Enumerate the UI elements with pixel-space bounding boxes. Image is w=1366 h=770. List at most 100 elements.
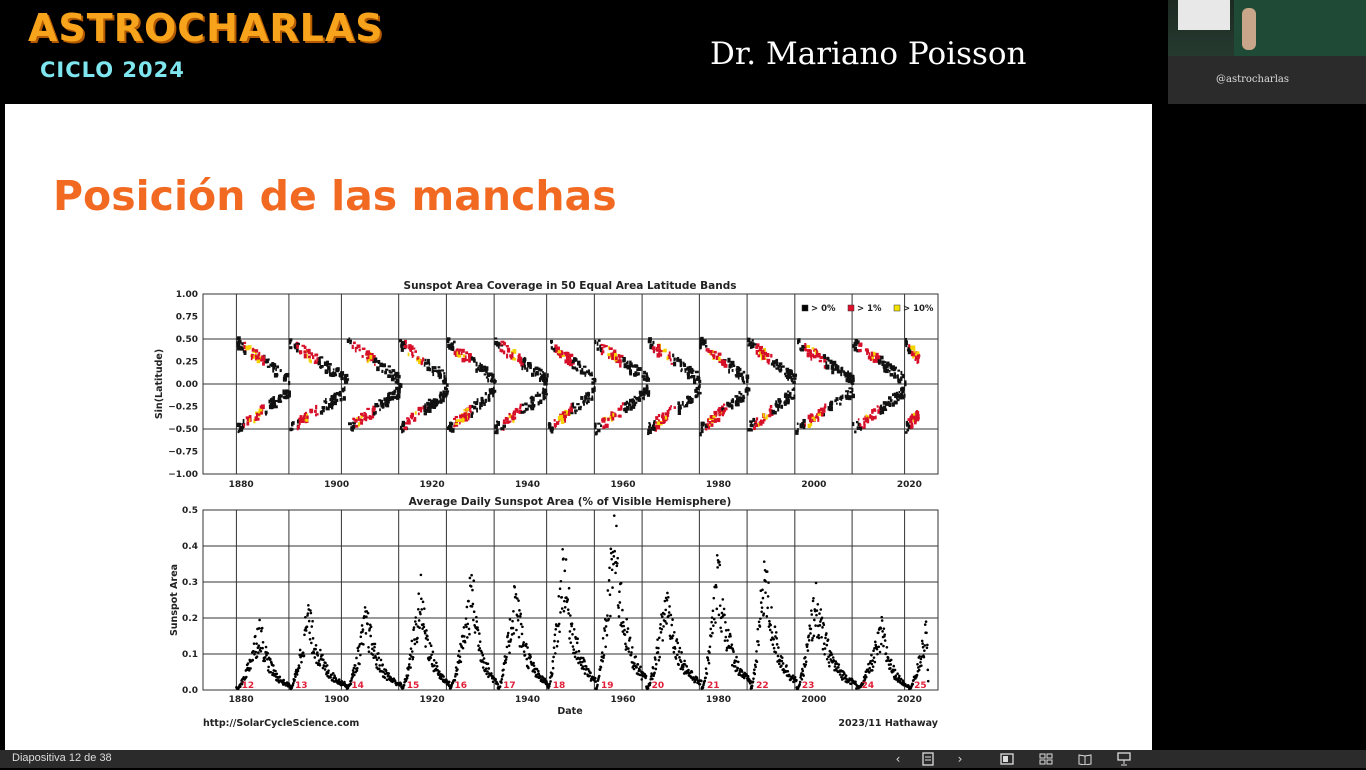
butterfly-mark — [587, 397, 591, 400]
area-point — [521, 625, 524, 629]
area-point — [607, 617, 610, 621]
butterfly-mark — [271, 401, 276, 406]
area-point — [729, 634, 732, 638]
butterfly-mark — [483, 402, 486, 406]
area-point — [282, 678, 285, 682]
area-point — [881, 630, 884, 633]
butterfly-mark — [613, 352, 618, 357]
butterfly-mark — [310, 411, 313, 414]
butterfly-mark — [510, 357, 513, 360]
slide-sorter-icon[interactable] — [1037, 751, 1055, 767]
butterfly-mark — [840, 397, 843, 401]
butterfly-mark — [759, 345, 764, 349]
area-point — [926, 679, 930, 683]
area-point — [478, 640, 482, 643]
area-point — [384, 669, 388, 673]
area-point — [566, 598, 570, 601]
area-point — [572, 648, 576, 651]
area-point — [921, 642, 924, 645]
area-point — [269, 670, 273, 674]
normal-view-icon[interactable] — [998, 751, 1016, 767]
area-point — [292, 681, 295, 685]
butterfly-mark — [816, 353, 820, 358]
area-point — [568, 630, 572, 633]
butterfly-mark — [721, 407, 725, 411]
butterfly-mark — [728, 364, 732, 369]
butterfly-mark — [403, 339, 407, 344]
area-point — [652, 674, 655, 678]
butterfly-mark — [580, 396, 584, 400]
area-point — [487, 667, 491, 670]
area-point — [445, 679, 448, 682]
butterfly-mark — [332, 368, 335, 371]
butterfly-mark — [658, 349, 661, 354]
area-point — [753, 663, 757, 667]
butterfly-mark — [468, 359, 471, 363]
next-slide-icon[interactable]: › — [957, 752, 963, 766]
butterfly-mark — [718, 409, 722, 414]
butterfly-mark — [712, 355, 715, 359]
butterfly-mark — [442, 397, 445, 403]
area-point — [710, 616, 714, 619]
area-point — [812, 634, 816, 638]
area-point — [423, 607, 426, 610]
area-point — [321, 666, 325, 670]
area-point — [810, 609, 813, 612]
butterfly-mark — [271, 406, 274, 410]
butterfly-mark — [762, 413, 765, 417]
butterfly-mark — [582, 400, 586, 403]
butterfly-mark — [369, 415, 373, 420]
area-point — [567, 612, 570, 615]
area-point — [767, 581, 770, 584]
area-point — [303, 633, 306, 637]
area-point — [582, 667, 585, 671]
area-point — [257, 651, 260, 654]
credit-author: 2023/11 Hathaway — [838, 718, 938, 729]
area-point — [274, 669, 277, 673]
butterfly-mark — [379, 399, 384, 405]
butterfly-mark — [563, 413, 566, 418]
reading-view-icon[interactable] — [1076, 751, 1094, 767]
area-point — [359, 635, 363, 639]
butterfly-mark — [411, 345, 414, 350]
butterfly-mark — [624, 408, 627, 411]
butterfly-mark — [472, 405, 477, 410]
butterfly-mark — [765, 416, 768, 420]
butterfly-mark — [357, 416, 360, 421]
area-point — [807, 639, 811, 642]
butterfly-mark — [252, 355, 255, 359]
area-point — [517, 599, 520, 602]
cycle-label-22: 22 — [756, 681, 769, 691]
butterfly-mark — [704, 423, 709, 429]
butterfly-mark — [890, 368, 893, 371]
butterfly-wing-0 — [236, 336, 291, 434]
area-point — [457, 661, 461, 664]
area-point — [572, 627, 576, 631]
area-point — [471, 602, 475, 606]
butterfly-mark — [810, 352, 813, 356]
presenter-view-icon[interactable] — [1115, 751, 1133, 767]
butterfly-mark — [860, 426, 865, 429]
butterfly-mark — [893, 374, 897, 379]
area-point — [407, 668, 410, 671]
area-point — [325, 664, 329, 667]
butterfly-mark — [248, 415, 252, 420]
area-point — [889, 663, 893, 666]
notes-icon[interactable] — [920, 751, 936, 767]
area-point — [651, 666, 655, 670]
previous-slide-icon[interactable]: ‹ — [895, 752, 901, 766]
butterfly-mark — [352, 341, 356, 345]
butterfly-mark — [690, 374, 693, 379]
butterfly-mark — [518, 353, 521, 357]
butterfly-mark — [642, 387, 646, 391]
cycle-label: CICLO 2024 — [40, 58, 185, 82]
butterfly-mark — [908, 344, 911, 348]
slide-canvas: Posición de las manchas Sunspot Area Cov… — [5, 104, 1152, 750]
area-point — [415, 640, 419, 644]
butterfly-mark — [843, 371, 846, 376]
butterfly-mark — [757, 354, 760, 358]
butterfly-mark — [836, 368, 840, 374]
area-point — [253, 652, 256, 656]
butterfly-mark — [298, 350, 303, 355]
chart1-y-tick-2: 0.50 — [176, 335, 198, 345]
